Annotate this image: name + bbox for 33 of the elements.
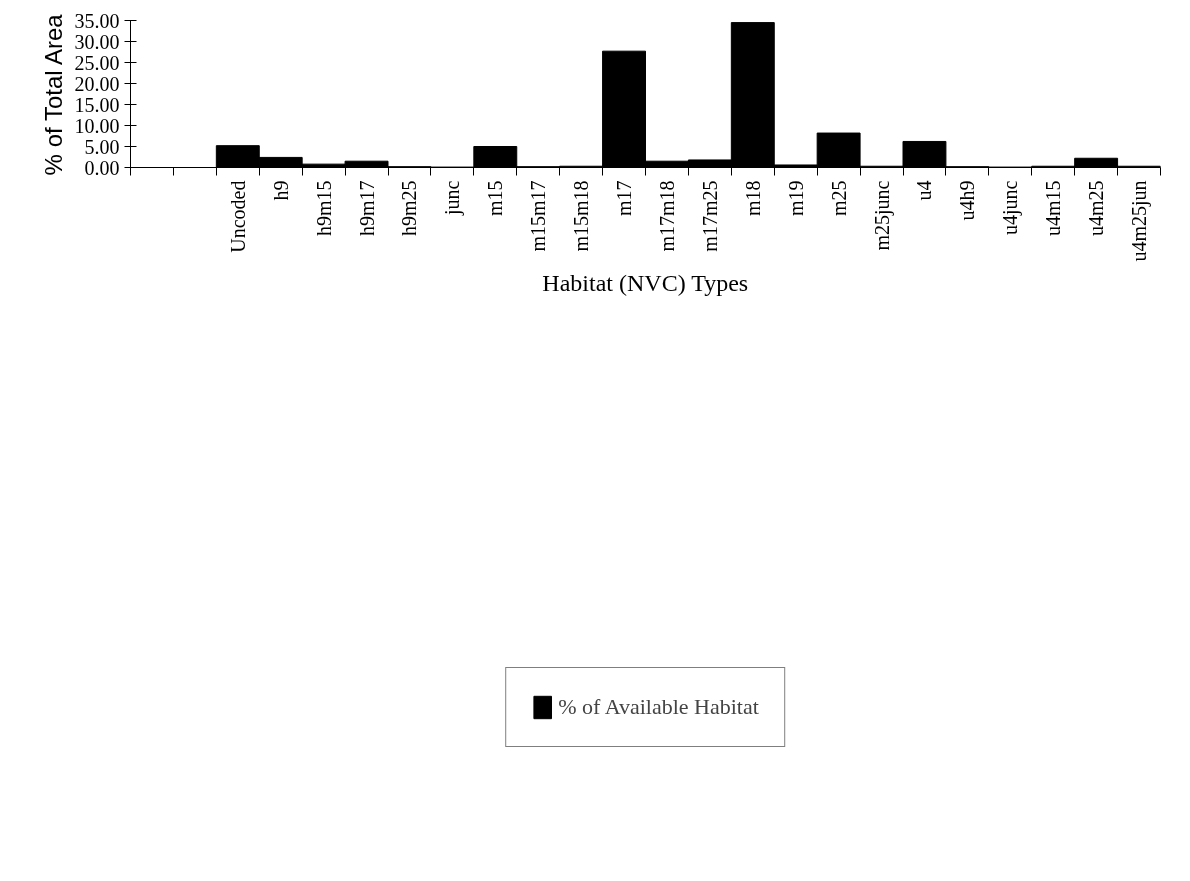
x-tick-label: m17m18 — [655, 180, 678, 252]
x-tick-label: junc — [441, 180, 465, 216]
x-tick-label: u4 — [913, 180, 936, 201]
y-tick-label: 0.00 — [84, 156, 120, 179]
x-tick-label: m25 — [827, 180, 850, 217]
x-tick-label: m17m25 — [698, 180, 721, 252]
x-tick-label: m15m18 — [570, 180, 593, 252]
x-tick-label: h9 — [269, 180, 292, 201]
x-tick-label: u4m25jun — [1128, 180, 1152, 262]
x-tick-label: h9m25 — [398, 180, 421, 237]
x-tick-label: m17 — [613, 180, 636, 217]
x-axis-title: Habitat (NVC) Types — [542, 269, 749, 296]
x-tick-label: h9m17 — [355, 180, 378, 237]
y-axis-title: % of Total Area — [39, 13, 67, 176]
y-tick-label: 30.00 — [74, 30, 120, 53]
y-tick-label: 20.00 — [74, 72, 120, 95]
y-tick-label: 5.00 — [84, 135, 120, 158]
y-tick-label: 35.00 — [74, 9, 120, 32]
legend-label: % of Available Habitat — [558, 694, 759, 720]
x-tick-label: m18 — [741, 180, 764, 217]
x-tick-label: m15 — [484, 180, 507, 217]
x-tick-label: m19 — [784, 180, 807, 217]
x-tick-label: u4m25 — [1085, 180, 1108, 237]
y-tick-label: 25.00 — [74, 51, 120, 74]
y-tick-label: 15.00 — [74, 93, 120, 116]
x-tick-label: u4m15 — [1042, 180, 1065, 237]
x-tick-label: u4junc — [999, 180, 1023, 235]
x-tick-label: m15m17 — [527, 180, 550, 252]
x-tick-label: m25junc — [870, 180, 894, 251]
y-tick-label: 10.00 — [74, 114, 120, 137]
x-tick-label: h9m15 — [312, 180, 335, 237]
x-tick-label: Uncoded — [226, 180, 249, 253]
x-tick-label: u4h9 — [956, 180, 979, 221]
